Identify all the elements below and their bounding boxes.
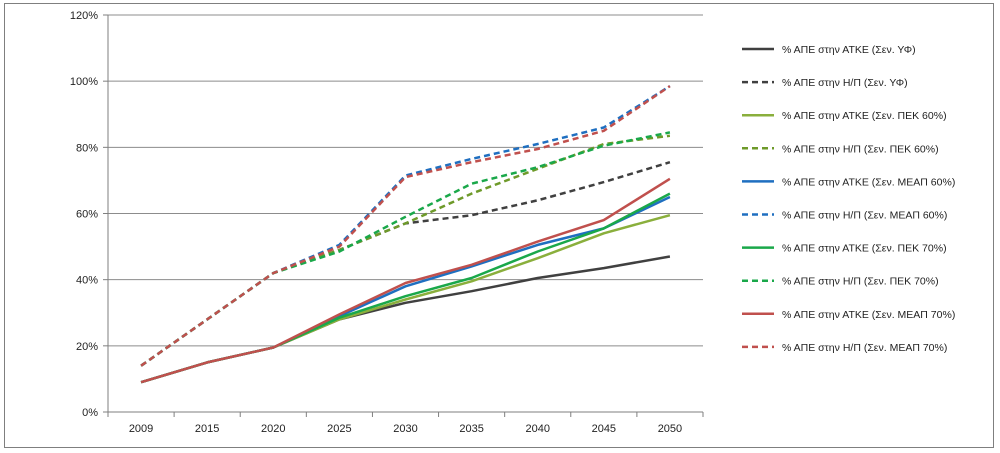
series-line-8 <box>140 131 671 367</box>
y-tick-label: 0% <box>82 407 98 419</box>
series-line-4 <box>140 134 671 367</box>
series-lines <box>140 85 671 384</box>
legend-label-10: % ΑΠΕ στην Η/Π (Σεν. ΜΕΑΠ 70%) <box>782 342 947 354</box>
legend-label-9: % ΑΠΕ στην ΑΤΚΕ (Σεν. ΜΕΑΠ 70%) <box>782 309 955 321</box>
y-tick-label: 40% <box>76 275 98 287</box>
series-line-6 <box>140 85 671 367</box>
series-line-3 <box>140 213 671 384</box>
legend-label-6: % ΑΠΕ στην Η/Π (Σεν. ΜΕΑΠ 60%) <box>782 210 947 222</box>
legend-label-3: % ΑΠΕ στην ΑΤΚΕ (Σεν. ΠΕΚ 60%) <box>782 110 947 122</box>
y-tick-label: 60% <box>76 209 98 221</box>
x-tick-label: 2009 <box>129 423 153 435</box>
y-tick-label: 120% <box>70 10 98 22</box>
legend-label-8: % ΑΠΕ στην Η/Π (Σεν. ΠΕΚ 70%) <box>782 276 939 288</box>
y-tick-label: 80% <box>76 142 98 154</box>
y-tick-labels: 0% 20% 40% 60% 80% 100% 120% <box>70 10 98 419</box>
series-line-7 <box>140 192 671 384</box>
legend: % ΑΠΕ στην ΑΤΚΕ (Σεν. ΥΦ) % ΑΠΕ στην Η/Π … <box>742 44 955 354</box>
legend-label-4: % ΑΠΕ στην Η/Π (Σεν. ΠΕΚ 60%) <box>782 143 939 155</box>
series-line-9 <box>140 177 671 384</box>
x-tick-label: 2035 <box>459 423 483 435</box>
x-tick-label: 2015 <box>195 423 219 435</box>
axes <box>103 14 704 417</box>
y-tick-label: 20% <box>76 341 98 353</box>
x-tick-label: 2050 <box>658 423 682 435</box>
x-tick-label: 2025 <box>327 423 351 435</box>
x-tick-label: 2045 <box>592 423 616 435</box>
x-tick-label: 2030 <box>393 423 417 435</box>
x-tick-label: 2020 <box>261 423 285 435</box>
series-line-1 <box>140 255 671 384</box>
gridlines <box>108 14 703 347</box>
series-line-10 <box>140 85 671 367</box>
x-tick-labels: 2009 2015 2020 2025 2030 2035 2040 2045 2050 <box>129 423 682 435</box>
legend-label-1: % ΑΠΕ στην ΑΤΚΕ (Σεν. ΥΦ) <box>782 44 916 56</box>
legend-label-7: % ΑΠΕ στην ΑΤΚΕ (Σεν. ΠΕΚ 70%) <box>782 243 947 255</box>
legend-label-5: % ΑΠΕ στην ΑΤΚΕ (Σεν. ΜΕΑΠ 60%) <box>782 176 955 188</box>
y-tick-label: 100% <box>70 76 98 88</box>
legend-label-2: % ΑΠΕ στην Η/Π (Σεν. ΥΦ) <box>782 77 908 89</box>
series-line-2 <box>140 161 671 367</box>
x-tick-label: 2040 <box>525 423 549 435</box>
